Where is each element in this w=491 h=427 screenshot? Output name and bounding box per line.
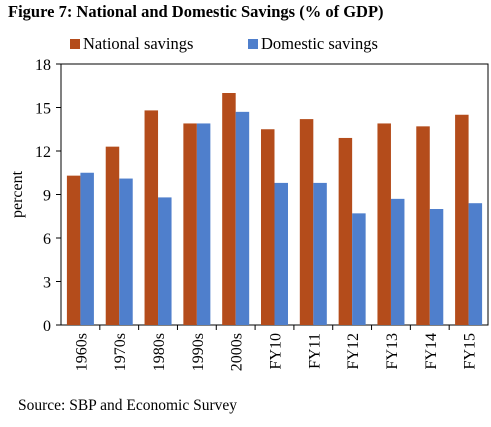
y-tick-label: 9 <box>43 188 51 205</box>
x-tick-label: FY11 <box>306 333 323 369</box>
y-tick-label: 0 <box>43 318 51 335</box>
legend-label: National savings <box>83 34 193 53</box>
bar-domestic-1980s <box>158 197 172 325</box>
y-tick-label: 12 <box>35 144 51 161</box>
bar-national-1990s <box>183 123 197 325</box>
y-axis: 0 3 6 9 12 15 18 <box>35 57 61 335</box>
bar-domestic-2000s <box>235 111 250 325</box>
x-tick-label: FY12 <box>345 333 362 369</box>
legend-swatch <box>248 39 258 49</box>
y-tick-label: 6 <box>43 231 51 248</box>
bar-domestic-FY14 <box>429 209 444 325</box>
x-tick-label: FY13 <box>384 333 401 369</box>
bar-national-1980s <box>144 110 159 326</box>
y-tick-label: 18 <box>35 57 51 74</box>
bar-national-FY10 <box>261 129 275 325</box>
bar-national-FY12 <box>338 137 353 325</box>
bar-domestic-1970s <box>119 178 133 325</box>
bar-domestic-FY12 <box>352 213 366 325</box>
bars <box>66 93 483 326</box>
bar-national-FY15 <box>455 114 469 325</box>
x-tick-label: FY14 <box>423 333 440 369</box>
x-tick-label: 1970s <box>112 333 129 371</box>
bar-national-1970s <box>105 146 120 325</box>
x-tick-label: FY15 <box>462 333 479 369</box>
bar-national-2000s <box>222 93 236 325</box>
x-tick-label: 2000s <box>229 333 246 371</box>
bar-domestic-1960s <box>80 172 94 325</box>
legend: National savings Domestic savings <box>70 34 378 53</box>
x-axis: 1960s 1970s 1980s 1990s 2000s FY10 FY11 FY12 FY1… <box>73 325 479 371</box>
x-tick-label: 1990s <box>190 333 207 371</box>
x-tick-label: 1960s <box>73 333 90 371</box>
chart-source: Source: SBP and Economic Survey <box>18 397 237 414</box>
bar-national-FY13 <box>377 123 391 325</box>
bar-national-1960s <box>66 175 81 325</box>
legend-swatch <box>70 39 80 49</box>
bar-domestic-FY10 <box>274 182 288 325</box>
bar-national-FY11 <box>299 119 314 325</box>
bar-domestic-1990s <box>196 123 211 325</box>
chart-title: Figure 7: National and Domestic Savings … <box>8 2 384 21</box>
legend-label: Domestic savings <box>261 34 378 53</box>
y-axis-label: percent <box>9 170 26 218</box>
bar-domestic-FY13 <box>390 198 405 325</box>
x-tick-label: 1980s <box>151 333 168 371</box>
y-tick-label: 3 <box>43 275 51 292</box>
bar-national-FY14 <box>416 126 430 325</box>
bar-domestic-FY15 <box>468 203 483 325</box>
x-tick-label: FY10 <box>268 333 285 369</box>
bar-domestic-FY11 <box>313 182 327 325</box>
y-tick-label: 15 <box>35 101 51 118</box>
